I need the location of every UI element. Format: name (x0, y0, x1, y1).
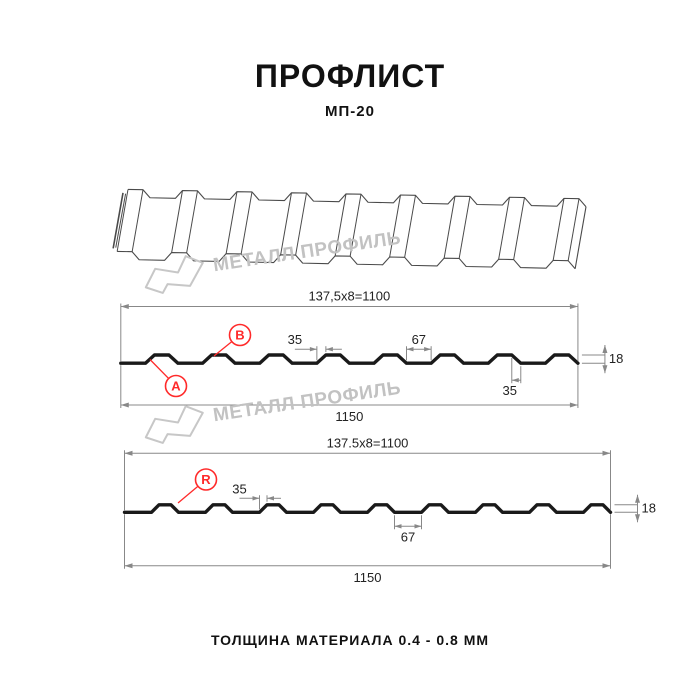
svg-text:R: R (201, 472, 211, 487)
svg-text:18: 18 (642, 501, 656, 516)
svg-text:67: 67 (401, 529, 415, 544)
svg-text:137.5x8=1100: 137.5x8=1100 (327, 435, 409, 450)
svg-text:1150: 1150 (354, 570, 382, 585)
svg-text:35: 35 (232, 481, 246, 496)
